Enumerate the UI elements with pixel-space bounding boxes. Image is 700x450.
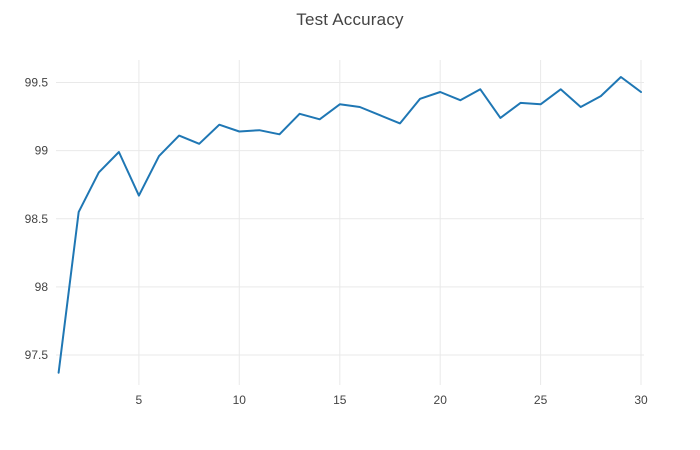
series-line-test-accuracy [57, 76, 642, 374]
y-tick-label: 97.5 [25, 348, 49, 362]
x-tick-label: 5 [136, 393, 143, 407]
x-tick-label: 20 [434, 393, 448, 407]
x-tick-label: 30 [634, 393, 648, 407]
x-tick-label: 25 [534, 393, 548, 407]
x-tick-label: 15 [333, 393, 347, 407]
y-tick-label: 98 [35, 280, 49, 294]
y-tick-label: 98.5 [25, 212, 49, 226]
x-tick-label: 10 [233, 393, 247, 407]
chart-title: Test Accuracy [296, 10, 404, 29]
y-tick-label: 99 [35, 144, 49, 158]
y-tick-label: 99.5 [25, 76, 49, 90]
